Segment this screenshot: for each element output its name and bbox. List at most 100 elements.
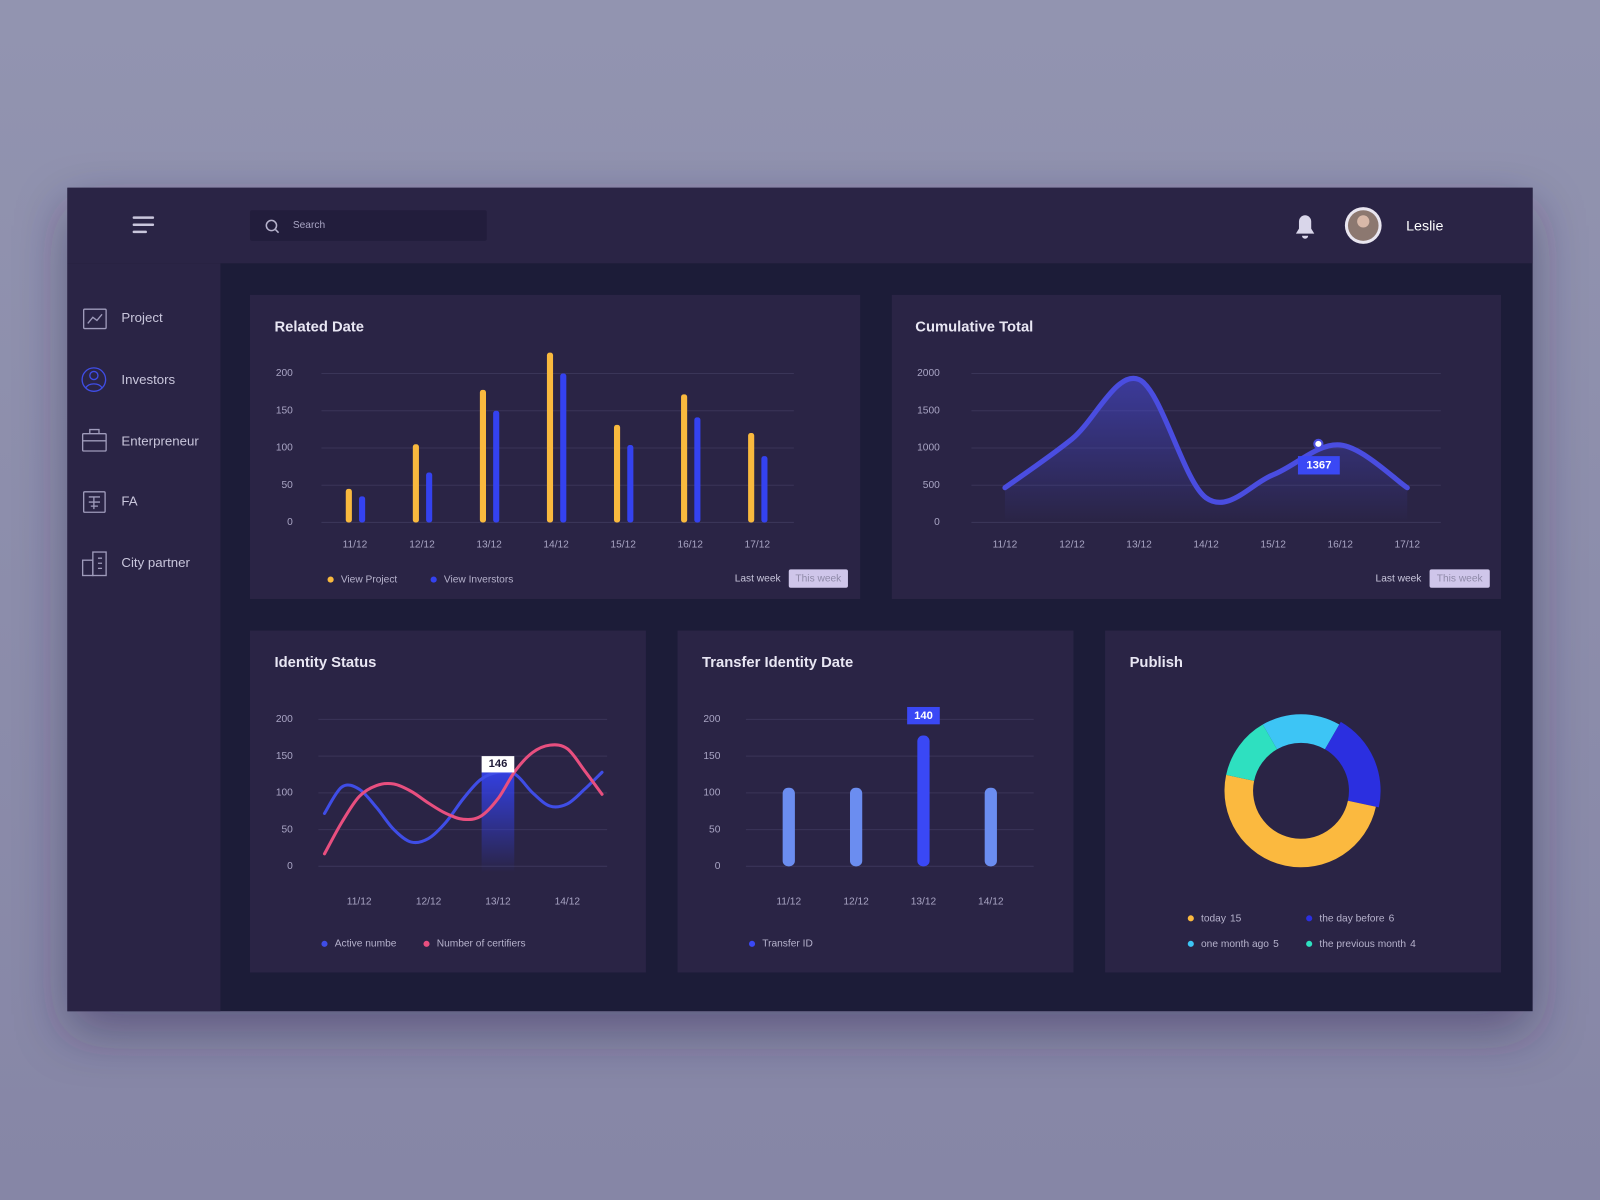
bar [493,410,500,523]
search-box[interactable] [249,210,487,241]
annotation: 146 [489,758,508,770]
legend-marker [1187,940,1194,947]
x-tick-label: 15/12 [1260,540,1286,551]
legend-category: the previous month [1319,939,1406,950]
x-tick-label: 11/12 [343,540,368,551]
x-tick-label: 16/12 [677,540,703,551]
bar [426,472,433,523]
search-placeholder: Search [293,220,325,231]
legend-label: View Inverstors [444,574,513,585]
legend-label: Transfer ID [762,939,813,950]
legend-label: Active numbe [335,939,397,950]
donut-segment [1224,774,1376,868]
nav-item[interactable]: Investors [121,372,175,387]
y-tick-label: 0 [715,861,721,872]
button-label: Last week [1376,573,1423,584]
legend-marker [327,576,334,583]
nav-item[interactable]: Project [121,310,163,325]
marker [1313,438,1324,449]
x-tick-label: 12/12 [843,897,869,908]
button-label: This week [795,573,842,584]
y-tick-label: 0 [287,861,293,872]
legend-category: the day before [1319,913,1384,924]
line [322,743,604,856]
bar [984,787,997,867]
bar [345,488,352,523]
x-tick-label: 14/12 [978,897,1004,908]
y-tick-label: 150 [703,751,720,762]
x-tick-label: 13/12 [1126,540,1152,551]
bar [761,456,768,523]
bar [546,352,554,523]
legend-label: Number of certifiers [437,939,526,950]
annotation-box [907,706,940,725]
button[interactable] [1429,569,1490,588]
area [1004,378,1408,523]
legend-value: 6 [1389,913,1395,924]
x-tick-label: 12/12 [416,897,442,908]
x-tick-label: 13/12 [476,540,502,551]
legend-marker [423,940,430,947]
card [249,630,646,973]
annotation-box [1297,456,1340,475]
bar [479,389,487,523]
y-tick-label: 100 [276,443,293,454]
menu-icon[interactable] [132,216,155,234]
donut-segment [1262,714,1340,750]
y-tick-label: 500 [923,480,940,491]
bar [917,735,930,867]
bar [560,373,567,523]
window: Search Leslie Project Investors Enterpre… [67,187,1533,1012]
x-tick-label: 14/12 [1193,540,1219,551]
y-tick-label: 200 [703,714,720,725]
x-tick-label: 12/12 [1059,540,1085,551]
donut-segment [1324,721,1381,808]
card [891,294,1502,599]
card-title: Publish [1130,655,1183,671]
x-tick-label: 13/12 [911,897,937,908]
bar [694,417,701,523]
nav-item[interactable]: City partner [121,555,190,570]
nav-item[interactable]: FA [121,494,137,509]
donut-segment [1226,724,1278,781]
sidebar [67,263,221,1012]
x-tick-label: 15/12 [610,540,636,551]
bar [782,787,795,867]
x-tick-label: 16/12 [1327,540,1353,551]
x-tick-label: 17/12 [1395,540,1421,551]
x-tick-label: 17/12 [745,540,771,551]
x-tick-label: 14/12 [543,540,569,551]
y-tick-label: 50 [282,824,294,835]
x-tick-label: 11/12 [776,897,801,908]
card-title: Transfer Identity Date [702,655,853,671]
nav-item[interactable]: Enterpreneur [121,433,199,448]
sidebar-icons [81,308,107,577]
y-tick-label: 0 [934,517,940,528]
bar [613,424,621,523]
bar [627,444,634,523]
line [322,770,604,845]
legend-value: 5 [1273,939,1279,950]
legend-value: 4 [1410,939,1416,950]
user-name[interactable]: Leslie [1406,218,1443,234]
legend-label: one month ago 5 [1201,939,1279,950]
card [1105,630,1502,973]
legend-marker [430,576,437,583]
legend-category: today [1201,913,1227,924]
bar [681,394,688,523]
line [1002,375,1410,505]
legend-label: today 15 [1201,913,1242,924]
bell-icon[interactable] [1295,215,1315,239]
y-tick-label: 50 [282,480,294,491]
y-tick-label: 1500 [917,405,940,416]
y-tick-label: 0 [287,517,293,528]
card [249,294,861,599]
bar [412,444,419,523]
card-title: Identity Status [274,655,376,671]
highlight-column [481,772,515,873]
bar [849,787,863,867]
button[interactable] [788,569,848,588]
y-tick-label: 100 [703,788,720,799]
legend-label: the day before 6 [1319,913,1394,924]
